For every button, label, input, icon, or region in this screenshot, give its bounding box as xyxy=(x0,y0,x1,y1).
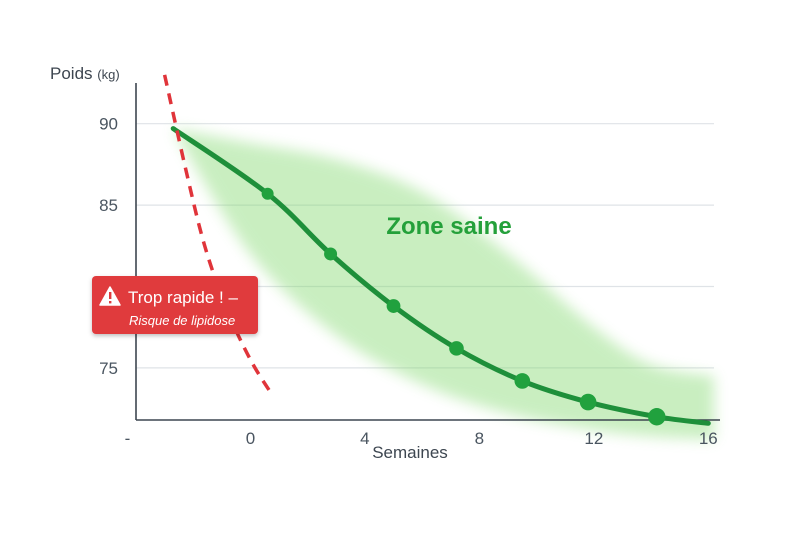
healthy-loss-line xyxy=(170,126,711,426)
warning-icon-dot xyxy=(109,301,112,304)
x-tick-label: 8 xyxy=(475,429,484,448)
data-point xyxy=(324,247,338,261)
y-axis-unit: (kg) xyxy=(97,67,119,82)
x-tick-label: 4 xyxy=(360,429,369,448)
axes xyxy=(135,83,720,421)
y-tick-label: 75 xyxy=(99,359,118,378)
warning-box xyxy=(92,276,258,334)
healthy-zone-area xyxy=(173,128,714,440)
data-point xyxy=(514,373,531,389)
x-tick-label: 16 xyxy=(699,429,718,448)
warning-title: Trop rapide ! – xyxy=(128,288,238,307)
series-markers xyxy=(261,187,666,426)
y-tick-label: 90 xyxy=(99,115,118,134)
y-tick-labels: 90858075 xyxy=(99,115,118,378)
data-point xyxy=(449,341,464,356)
data-point xyxy=(261,187,274,200)
warning-icon-group xyxy=(99,286,121,306)
healthy-zone-band xyxy=(173,128,714,440)
y-axis-title-text: Poids xyxy=(50,64,93,83)
warning-icon-bar xyxy=(109,292,112,299)
data-point xyxy=(579,393,597,411)
x-axis-title: Semaines xyxy=(372,443,448,462)
data-point xyxy=(648,408,666,426)
y-axis-title: Poids (kg) xyxy=(50,64,120,83)
zone-label: Zone saine xyxy=(386,213,511,240)
y-tick-label: 85 xyxy=(99,196,118,215)
data-point xyxy=(386,299,401,313)
warning-callout xyxy=(92,276,258,334)
warning-subtitle: Risque de lipidose xyxy=(129,313,235,328)
series xyxy=(162,74,711,426)
x-tick-label: 0 xyxy=(246,429,255,448)
too-fast-loss-line xyxy=(162,74,272,394)
x-tick-label: 12 xyxy=(584,429,603,448)
x-tick-labels: - 0 4 8 12 16 xyxy=(125,429,718,448)
x-tick-label: - xyxy=(125,429,131,448)
